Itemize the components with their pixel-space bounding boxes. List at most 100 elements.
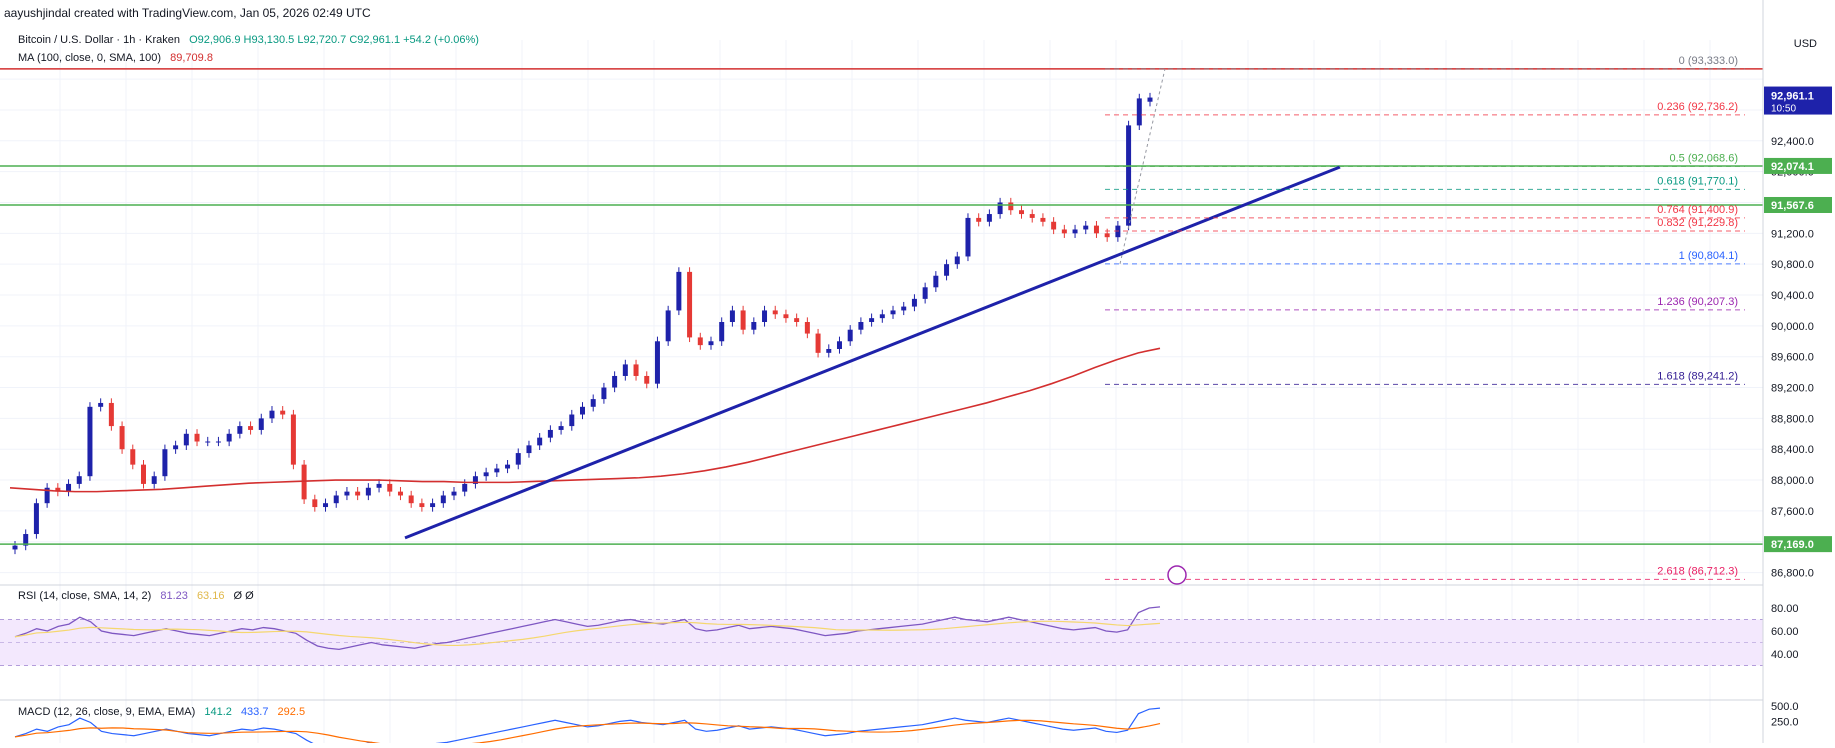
price-tick: 91,200.0 — [1771, 228, 1814, 240]
candle-body — [248, 426, 254, 430]
ma-value: 89,709.8 — [170, 52, 213, 64]
candle-body — [965, 217, 971, 257]
candle-body — [612, 375, 618, 388]
candle-body — [644, 375, 650, 384]
ma-label[interactable]: MA (100, close, 0, SMA, 100) — [18, 52, 162, 64]
level-price-tag — [1764, 536, 1832, 553]
candle-body — [654, 341, 660, 384]
candle-body — [1136, 98, 1142, 126]
macd-line-value: 433.7 — [240, 706, 269, 718]
candle-body — [676, 271, 682, 311]
fib-label: 0 (93,333.0) — [1679, 55, 1738, 67]
candle-body — [387, 483, 393, 492]
macd-legend: MACD (12, 26, close, 9, EMA, EMA) 141.2 … — [18, 706, 311, 718]
rsi-sma-line — [14, 620, 1161, 647]
price-tick: 90,800.0 — [1771, 259, 1814, 271]
fib-label: 0.236 (92,736.2) — [1657, 101, 1738, 113]
candle-body — [1147, 97, 1153, 102]
rsi-legend: RSI (14, close, SMA, 14, 2) 81.23 63.16 … — [18, 590, 260, 602]
candle-body — [1040, 217, 1046, 222]
candle-body — [687, 271, 693, 338]
price-tick: 88,000.0 — [1771, 475, 1814, 487]
candle-body — [911, 298, 917, 307]
candle-body — [1061, 229, 1067, 234]
candle-body — [622, 364, 628, 376]
price-tick: 89,200.0 — [1771, 383, 1814, 395]
ohlc-values: O92,906.9 H93,130.5 L92,720.7 C92,961.1 … — [189, 34, 479, 46]
fib-label: 0.618 (91,770.1) — [1657, 175, 1738, 187]
candle-body — [526, 445, 532, 454]
price-tick: 92,400.0 — [1771, 136, 1814, 148]
candle-body — [922, 287, 928, 299]
candle-body — [408, 495, 414, 504]
candle-body — [794, 318, 800, 322]
candle-body — [215, 441, 221, 443]
candle-body — [1051, 221, 1057, 230]
macd-signal-line — [14, 719, 1161, 747]
candle-body — [76, 476, 82, 484]
candle-body — [847, 329, 853, 342]
fib-label: 1.618 (89,241.2) — [1657, 370, 1738, 382]
symbol-name[interactable]: Bitcoin / U.S. Dollar · 1h · Kraken — [18, 34, 181, 46]
candle-body — [1008, 202, 1014, 211]
candle-body — [601, 387, 607, 400]
candle-body — [751, 322, 757, 330]
current-price-text: 92,961.1 — [1771, 91, 1814, 103]
price-tick: 88,400.0 — [1771, 444, 1814, 456]
candle-body — [355, 491, 361, 496]
macd-tick: 500.0 — [1771, 701, 1799, 713]
candle-body — [708, 341, 714, 346]
candle-body — [183, 433, 189, 446]
candle-body — [494, 468, 500, 473]
candle-body — [665, 310, 671, 342]
candle-body — [205, 441, 211, 443]
candle-body — [237, 426, 243, 434]
macd-hist-value: 141.2 — [204, 706, 232, 718]
candle-body — [558, 426, 564, 430]
rsi-label[interactable]: RSI (14, close, SMA, 14, 2) — [18, 590, 152, 602]
candle-body — [976, 217, 982, 222]
fib-label: 0.832 (91,229.8) — [1657, 217, 1738, 229]
price-tick: 88,800.0 — [1771, 413, 1814, 425]
rsi-value: 81.23 — [160, 590, 188, 602]
price-axis-bg — [1763, 0, 1835, 743]
candle-body — [547, 429, 553, 438]
chart-attribution: aayushjindal created with TradingView.co… — [4, 6, 371, 20]
candle-body — [901, 306, 907, 311]
fib-label: 1 (90,804.1) — [1679, 250, 1738, 262]
candle-body — [66, 483, 72, 492]
candle-body — [23, 534, 29, 546]
rsi-tick: 40.00 — [1771, 649, 1799, 661]
candle-body — [33, 503, 39, 535]
candle-body — [430, 503, 436, 508]
candle-body — [986, 214, 992, 222]
candle-body — [580, 406, 585, 415]
bullish-trendline — [404, 165, 1341, 540]
candle-body — [151, 476, 157, 484]
candle-body — [269, 410, 275, 419]
candle-body — [472, 476, 478, 484]
candle-body — [140, 464, 146, 484]
ma-legend: MA (100, close, 0, SMA, 100) 89,709.8 — [18, 52, 219, 64]
currency-label[interactable]: USD — [1793, 38, 1817, 50]
rsi-tick: 80.00 — [1771, 603, 1799, 615]
candle-body — [729, 310, 735, 322]
rsi-extra: Ø Ø — [233, 590, 254, 602]
macd-signal-value: 292.5 — [277, 706, 306, 718]
candle-body — [1019, 210, 1025, 215]
alert-icon — [1167, 565, 1187, 585]
candles — [12, 92, 1153, 555]
macd-label[interactable]: MACD (12, 26, close, 9, EMA, EMA) — [18, 706, 196, 718]
candle-body — [376, 483, 382, 488]
candle-body — [1104, 233, 1110, 238]
candle-body — [397, 491, 403, 496]
candle-body — [226, 433, 232, 442]
macd-line — [14, 707, 1161, 748]
level-price-text: 91,567.6 — [1771, 200, 1814, 212]
rsi-line — [14, 606, 1161, 651]
candle-body — [826, 348, 832, 353]
candle-body — [98, 402, 104, 407]
candle-body — [290, 414, 296, 465]
candle-body — [879, 314, 885, 319]
